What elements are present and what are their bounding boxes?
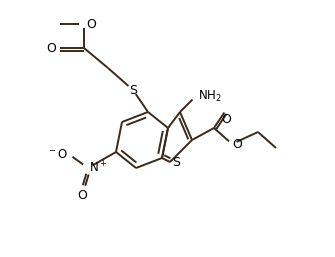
- Text: S: S: [129, 84, 137, 96]
- Text: O: O: [221, 113, 231, 126]
- Text: S: S: [172, 155, 180, 169]
- Text: $^-$O: $^-$O: [47, 149, 68, 161]
- Text: O: O: [77, 189, 87, 202]
- Text: O: O: [46, 41, 56, 54]
- Text: O: O: [86, 17, 96, 31]
- Text: O: O: [232, 137, 242, 151]
- Text: N$^+$: N$^+$: [89, 160, 108, 176]
- Text: NH$_2$: NH$_2$: [198, 88, 222, 104]
